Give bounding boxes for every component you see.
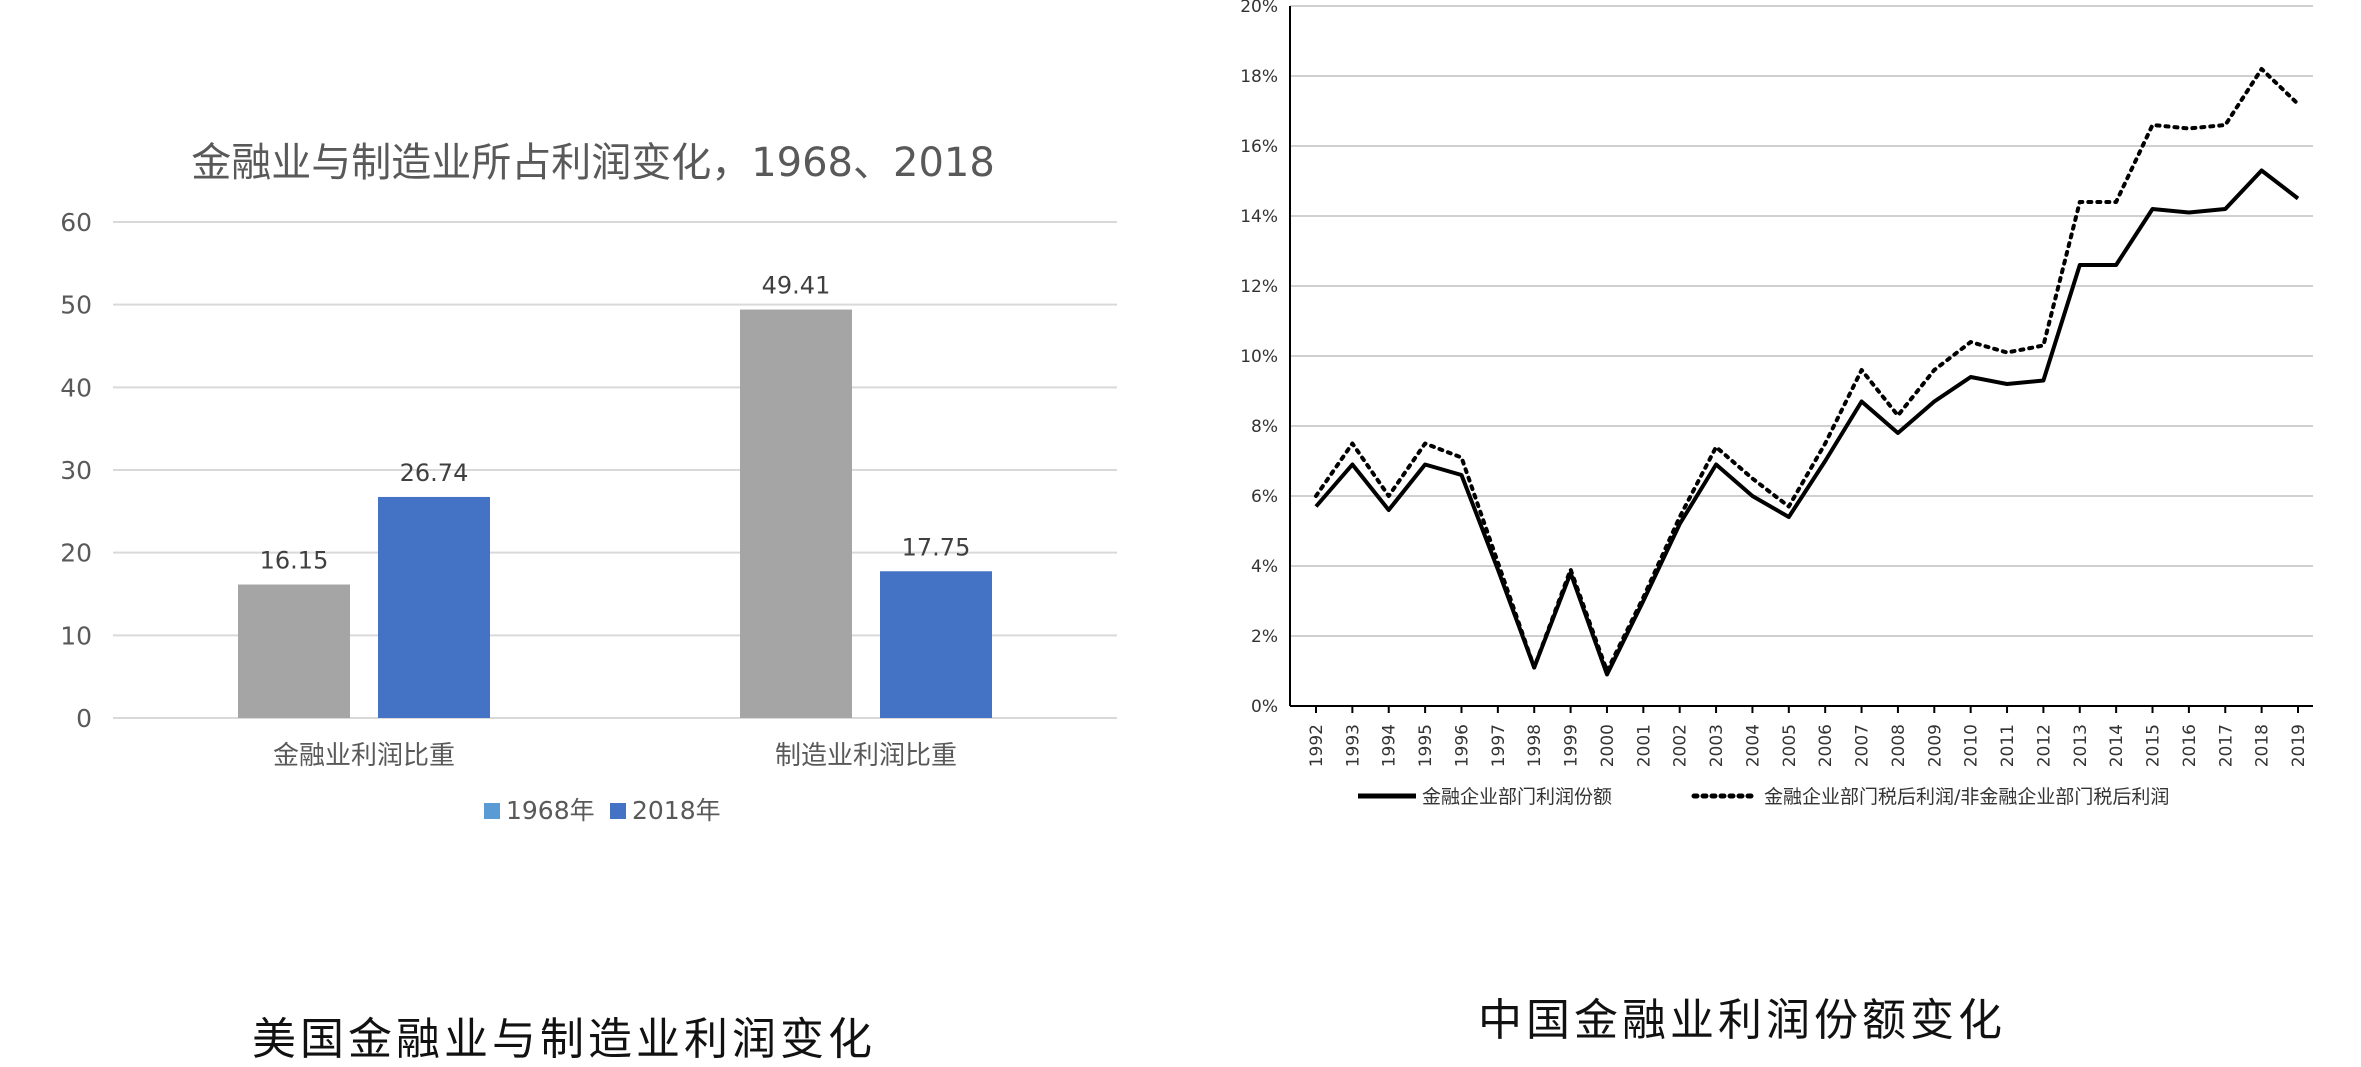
line-y-tick-label: 20% — [1240, 0, 1278, 17]
line-x-tick-label: 2017 — [2216, 724, 2236, 767]
line-x-tick-label: 2018 — [2253, 724, 2273, 767]
line-series-dotted — [1314, 67, 2300, 673]
line-x-tick-label: 2010 — [1962, 724, 1982, 767]
line-x-tick-label: 1998 — [1525, 724, 1545, 767]
line-x-tick-label: 2011 — [1998, 724, 2018, 767]
line-y-tick-label: 14% — [1240, 207, 1278, 227]
bar-legend-swatch — [484, 803, 500, 819]
bar-data-label: 16.15 — [260, 546, 329, 574]
line-y-tick-label: 10% — [1240, 347, 1278, 367]
line-x-tick-label: 1993 — [1343, 724, 1363, 767]
bar-legend-swatch — [610, 803, 626, 819]
line-x-tick-label: 2008 — [1889, 724, 1909, 767]
bar-data-label: 26.74 — [400, 459, 469, 487]
line-x-tick-label: 2013 — [2071, 724, 2091, 767]
caption-us-chart: 美国金融业与制造业利润变化 — [252, 1014, 876, 1065]
bar-y-tick-label: 30 — [60, 456, 92, 485]
bar-legend-label: 1968年 — [506, 796, 595, 825]
line-x-tick-label: 2002 — [1671, 724, 1691, 767]
line-x-tick-label: 2006 — [1816, 724, 1836, 767]
line-y-tick-label: 16% — [1240, 137, 1278, 157]
bar-y-tick-label: 10 — [60, 621, 92, 650]
line-legend-label: 金融企业部门税后利润/非金融企业部门税后利润 — [1764, 786, 2169, 808]
line-legend-label: 金融企业部门利润份额 — [1422, 786, 1612, 808]
line-x-tick-label: 2019 — [2289, 724, 2309, 767]
us-profit-bar-chart: 金融业与制造业所占利润变化，1968、2018 0 10 20 30 40 50 60 金融业利… — [60, 140, 1117, 825]
bar-y-tick-label: 20 — [60, 539, 92, 568]
bar — [378, 496, 490, 718]
line-y-tick-label: 8% — [1251, 417, 1278, 437]
bar-y-tick-label: 0 — [76, 704, 92, 733]
line-x-tick-label: 2001 — [1634, 724, 1654, 767]
bar-y-tick-label: 40 — [60, 373, 92, 402]
line-x-tick-label: 2004 — [1743, 724, 1763, 767]
line-x-tick-label: 1997 — [1489, 724, 1509, 767]
line-x-tick-label: 1994 — [1380, 724, 1400, 767]
line-y-tick-label: 6% — [1251, 487, 1278, 507]
line-x-tick-label: 2003 — [1707, 724, 1727, 767]
bar-data-label: 49.41 — [762, 272, 831, 300]
bar-category-label: 制造业利润比重 — [775, 741, 957, 771]
caption-china-chart: 中国金融业利润份额变化 — [1478, 995, 2006, 1046]
line-y-tick-label: 4% — [1251, 557, 1278, 577]
bar-y-tick-label: 60 — [60, 208, 92, 237]
line-y-tick-label: 12% — [1240, 277, 1278, 297]
line-x-tick-label: 1995 — [1416, 724, 1436, 767]
line-x-tick-label: 2016 — [2180, 724, 2200, 767]
line-y-tick-label: 18% — [1240, 67, 1278, 87]
bar-legend-label: 2018年 — [632, 796, 721, 825]
bar-data-label: 17.75 — [902, 533, 971, 561]
line-x-tick-label: 2007 — [1853, 724, 1873, 767]
line-x-tick-label: 1996 — [1452, 724, 1472, 767]
bar — [740, 309, 852, 718]
line-x-tick-label: 2009 — [1925, 724, 1945, 767]
line-x-tick-label: 1999 — [1562, 724, 1582, 767]
bar — [880, 571, 992, 718]
line-y-tick-label: 0% — [1251, 697, 1278, 717]
bar-category-label: 金融业利润比重 — [273, 741, 455, 771]
bar-y-tick-label: 50 — [60, 291, 92, 320]
line-x-tick-label: 2012 — [2034, 724, 2054, 767]
bar-chart-title: 金融业与制造业所占利润变化，1968、2018 — [191, 140, 995, 186]
line-x-tick-label: 2000 — [1598, 724, 1618, 767]
line-x-tick-label: 1992 — [1307, 724, 1327, 767]
line-x-tick-label: 2005 — [1780, 724, 1800, 767]
bar — [238, 584, 350, 718]
line-y-tick-label: 2% — [1251, 627, 1278, 647]
line-x-tick-label: 2014 — [2107, 724, 2127, 767]
line-x-tick-label: 2015 — [2144, 724, 2164, 767]
line-series-solid — [1314, 168, 2300, 677]
china-profit-line-chart: 0% 2% 4% 6% 8% 10% 12% 14% 16% 18% 20% 1992 1993 1994… — [1240, 0, 2313, 808]
